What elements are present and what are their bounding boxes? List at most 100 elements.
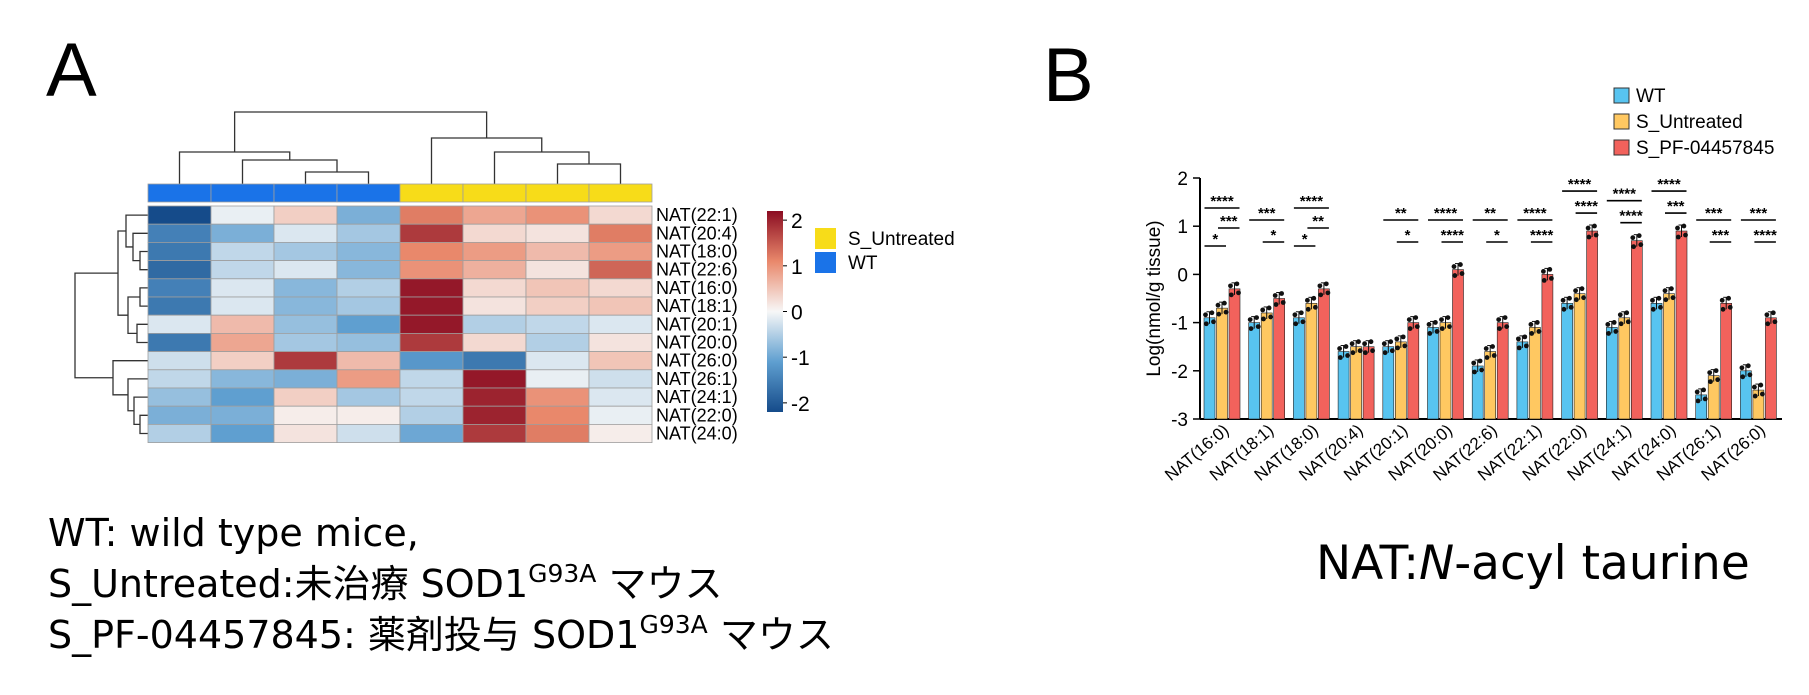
color-scale-bar: [767, 211, 783, 412]
data-point: [1293, 321, 1299, 327]
heatmap-cell: [210, 351, 275, 371]
significance-stars: ****: [1568, 176, 1592, 193]
nat-note-italic: N: [1419, 536, 1455, 591]
data-point: [1261, 316, 1266, 322]
data-point: [1586, 234, 1592, 240]
heatmap-cell: [588, 314, 653, 334]
bar: [1720, 303, 1732, 420]
bar: [1260, 312, 1273, 420]
row-dendrogram-branch: [139, 287, 148, 307]
data-point: [1758, 382, 1764, 388]
data-point: [1234, 281, 1240, 287]
caption-line-2: S_Untreated:未治療 SOD1G93A マウス: [48, 559, 834, 610]
data-point: [1516, 336, 1521, 342]
data-point: [1491, 353, 1497, 358]
heatmap-cell: [147, 332, 212, 352]
data-point: [1370, 348, 1375, 354]
bar-legend: WT S_Untreated S_PF-04457845: [1613, 86, 1774, 159]
y-tick-label: 0: [1177, 265, 1188, 286]
data-point: [1298, 310, 1304, 316]
nat-note-suffix: -acyl taurine: [1454, 536, 1750, 591]
data-point: [1337, 346, 1342, 351]
y-tick-label: -1: [1171, 314, 1188, 335]
significance-stars: ***: [1750, 205, 1768, 222]
heatmap-cell: [399, 260, 464, 280]
bar: [1216, 307, 1228, 420]
data-point: [1585, 225, 1591, 231]
caption-line-3-suffix: マウス: [707, 613, 834, 657]
column-dendrogram-branch: [493, 151, 590, 184]
data-point: [1573, 288, 1578, 294]
heatmap-row-label: NAT(22:1): [656, 205, 738, 225]
heatmap-cell: [399, 278, 464, 298]
heatmap-row-label: NAT(22:6): [656, 260, 738, 280]
data-point: [1236, 290, 1241, 296]
bar: [1427, 327, 1439, 420]
color-scale-tick-label: 0: [791, 302, 803, 325]
bar: [1496, 322, 1509, 420]
heatmap-cell: [525, 241, 590, 261]
heatmap-cell: [399, 351, 464, 371]
heatmap-cell: [336, 260, 401, 280]
heatmap-cell: [525, 278, 590, 298]
data-point: [1427, 331, 1433, 336]
column-dendrogram-branch: [556, 163, 622, 184]
data-point: [1740, 374, 1746, 380]
significance-stars: ***: [1667, 198, 1685, 215]
row-dendrogram-branch: [125, 214, 148, 248]
data-point: [1713, 368, 1719, 374]
data-point: [1656, 295, 1662, 301]
significance-stars: *: [1494, 227, 1500, 244]
data-point: [1695, 398, 1701, 404]
bar: [1318, 288, 1330, 420]
data-point: [1363, 350, 1368, 356]
data-point: [1702, 396, 1708, 402]
data-point: [1765, 321, 1771, 327]
color-scale-tick-label: 2: [791, 210, 803, 233]
heatmap-cell: [588, 369, 653, 389]
data-point: [1534, 320, 1540, 325]
heatmap-cell: [147, 296, 212, 316]
heatmap-cell: [273, 223, 338, 243]
data-point: [1617, 312, 1623, 318]
data-point: [1343, 344, 1349, 349]
heatmap-cells: [147, 205, 653, 443]
data-point: [1254, 315, 1259, 320]
heatmap-cell: [588, 241, 653, 261]
data-point: [1368, 339, 1374, 345]
heatmap-cell: [147, 405, 212, 425]
heatmap-cell: [525, 387, 590, 407]
heatmap-cell: [588, 332, 653, 352]
heatmap-cell: [273, 314, 338, 334]
group-bar-cell: [336, 183, 401, 203]
data-point: [1260, 307, 1266, 313]
heatmap-cell: [399, 332, 464, 352]
heatmap-group-bar: [147, 183, 653, 203]
data-point: [1630, 235, 1636, 241]
data-point: [1529, 331, 1535, 336]
data-point: [1611, 320, 1617, 325]
data-point: [1389, 348, 1395, 354]
data-point: [1228, 283, 1233, 289]
heatmap-cell: [588, 223, 653, 243]
heatmap-cell: [336, 205, 401, 225]
bar-chart: WT S_Untreated S_PF-04457845 2 1 0 -1 -2 -3 Log(…: [1144, 86, 1782, 485]
y-axis-title: Log(nmol/g tissue): [1144, 220, 1165, 376]
heatmap-cell: [273, 332, 338, 352]
significance-stars: ****: [1530, 227, 1554, 244]
bar: [1529, 327, 1541, 420]
heatmap-cell: [525, 205, 590, 225]
heatmap-cell: [147, 387, 212, 407]
data-point: [1268, 314, 1274, 320]
data-point: [1560, 297, 1566, 303]
data-point: [1211, 319, 1216, 325]
data-point: [1720, 306, 1726, 312]
data-point: [1318, 292, 1324, 298]
heatmap-row-label: NAT(20:4): [656, 223, 738, 243]
data-point: [1350, 350, 1356, 356]
heatmap-cell: [336, 351, 401, 371]
heatmap-row-labels: NAT(22:1)NAT(20:4)NAT(18:0)NAT(22:6)NAT(…: [656, 205, 738, 443]
heatmap-cell: [210, 332, 275, 352]
data-point: [1636, 233, 1642, 239]
caption-line-2-sup: G93A: [528, 559, 597, 588]
